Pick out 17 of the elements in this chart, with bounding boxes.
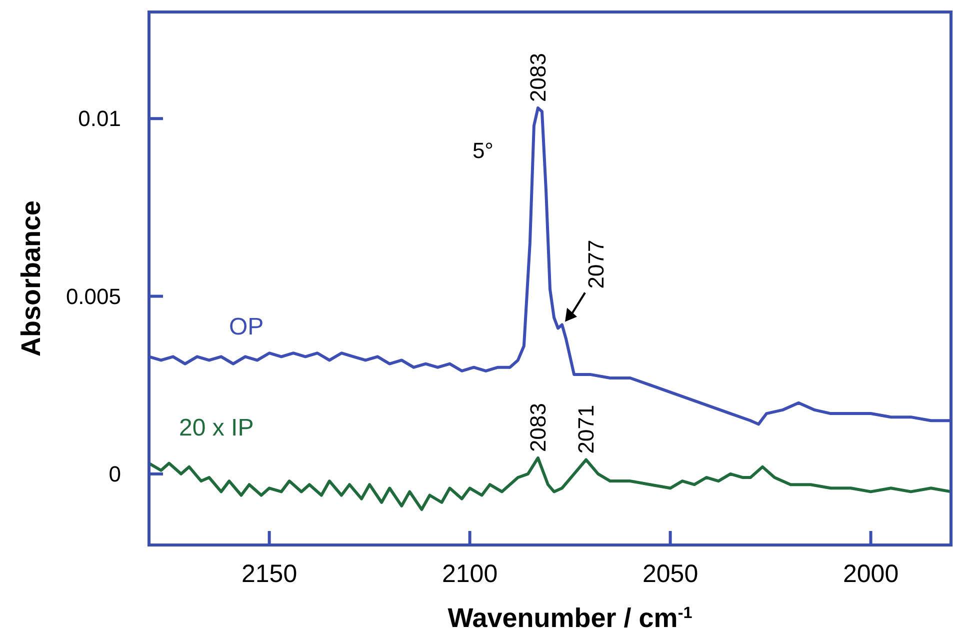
series-label: 20 x IP xyxy=(179,414,254,442)
x-axis-title: Wavenumber / cm$^{-1}$ xyxy=(448,603,692,633)
annotation: 2077 xyxy=(584,240,609,289)
x-tick-label: 2000 xyxy=(842,560,899,588)
y-axis-title: Absorbance xyxy=(16,200,46,357)
series-label: OP xyxy=(229,314,264,341)
x-tick-label: 2100 xyxy=(442,560,498,588)
line-series xyxy=(148,456,952,511)
x-tick-label: 2050 xyxy=(642,560,698,588)
y-tick-label: 0 xyxy=(108,461,121,486)
annotation: 2083 xyxy=(525,402,550,452)
y-tick-label: 0.005 xyxy=(66,284,121,309)
x-tick-label: 2150 xyxy=(241,560,298,588)
annotation: 5° xyxy=(472,138,494,163)
annotation: 2071 xyxy=(574,404,599,454)
annotation: 2083 xyxy=(525,52,550,102)
y-tick-label: 0.01 xyxy=(78,106,121,132)
